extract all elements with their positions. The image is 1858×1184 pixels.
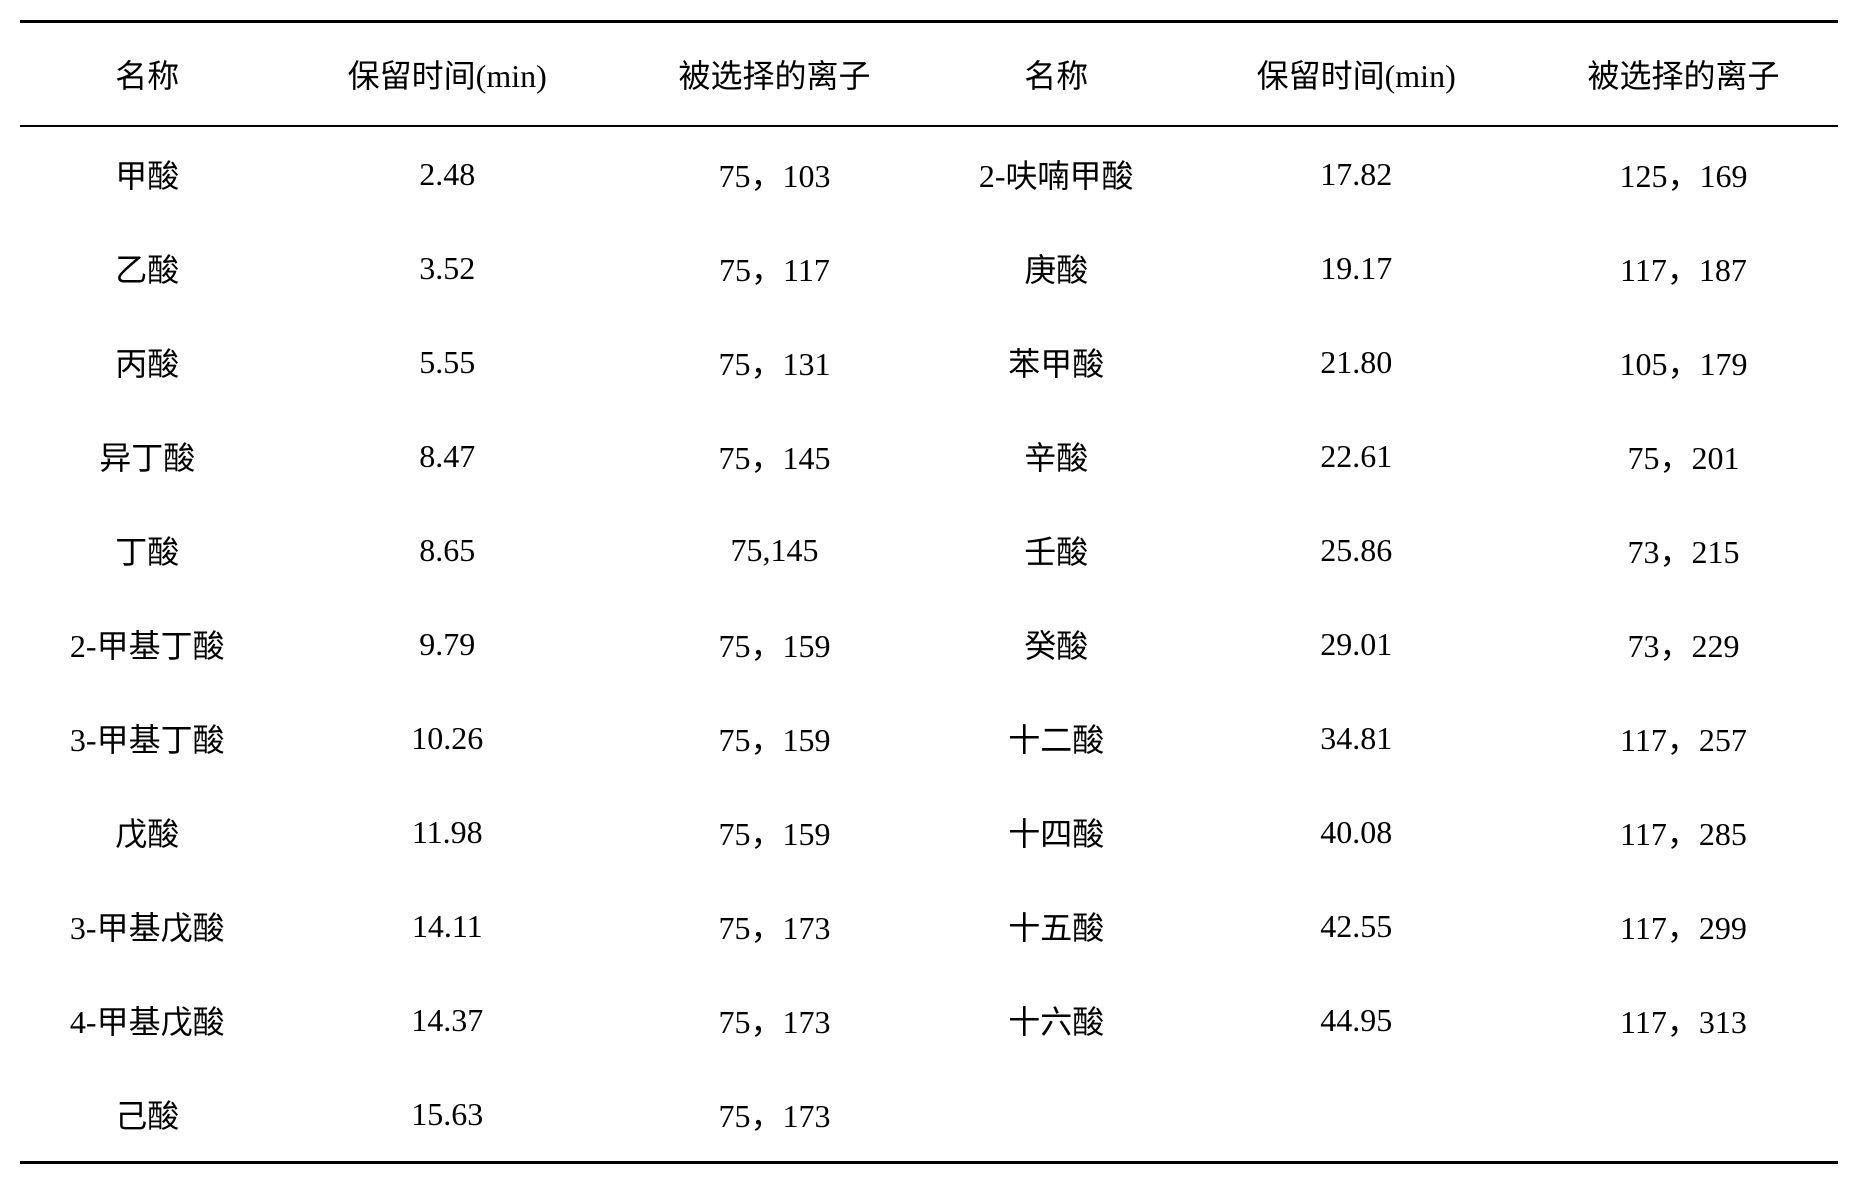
cell-name: 丙酸 [20,315,275,409]
cell-ions: 117，257 [1529,691,1838,785]
cell-name: 己酸 [20,1067,275,1163]
cell-ions: 75，103 [620,126,929,221]
cell-time: 19.17 [1183,221,1528,315]
cell-time: 3.52 [275,221,620,315]
cell-ions: 117，313 [1529,973,1838,1067]
cell-name: 甲酸 [20,126,275,221]
cell-time: 5.55 [275,315,620,409]
cell-time: 8.47 [275,409,620,503]
cell-time: 40.08 [1183,785,1528,879]
cell-time: 42.55 [1183,879,1528,973]
header-time-2: 保留时间(min) [1183,22,1528,127]
cell-time: 8.65 [275,503,620,597]
cell-ions: 75,145 [620,503,929,597]
cell-time: 15.63 [275,1067,620,1163]
table-row: 2-甲基丁酸 9.79 75，159 癸酸 29.01 73，229 [20,597,1838,691]
cell-name: 十四酸 [929,785,1184,879]
cell-ions: 117，299 [1529,879,1838,973]
cell-ions: 73，215 [1529,503,1838,597]
cell-name: 辛酸 [929,409,1184,503]
cell-ions: 117，187 [1529,221,1838,315]
cell-time: 34.81 [1183,691,1528,785]
cell-time: 11.98 [275,785,620,879]
header-name-2: 名称 [929,22,1184,127]
table-row: 4-甲基戊酸 14.37 75，173 十六酸 44.95 117，313 [20,973,1838,1067]
cell-ions: 75，201 [1529,409,1838,503]
table-row: 异丁酸 8.47 75，145 辛酸 22.61 75，201 [20,409,1838,503]
cell-name: 3-甲基丁酸 [20,691,275,785]
cell-time: 29.01 [1183,597,1528,691]
header-ions-2: 被选择的离子 [1529,22,1838,127]
table-row: 3-甲基戊酸 14.11 75，173 十五酸 42.55 117，299 [20,879,1838,973]
cell-ions: 75，173 [620,973,929,1067]
table-row: 乙酸 3.52 75，117 庚酸 19.17 117，187 [20,221,1838,315]
header-ions-1: 被选择的离子 [620,22,929,127]
header-name-1: 名称 [20,22,275,127]
cell-ions: 105，179 [1529,315,1838,409]
cell-time: 25.86 [1183,503,1528,597]
cell-time: 14.37 [275,973,620,1067]
cell-time [1183,1067,1528,1163]
cell-name: 苯甲酸 [929,315,1184,409]
cell-name: 4-甲基戊酸 [20,973,275,1067]
cell-name: 庚酸 [929,221,1184,315]
cell-name: 十六酸 [929,973,1184,1067]
cell-ions: 75，159 [620,691,929,785]
cell-name: 癸酸 [929,597,1184,691]
cell-time: 17.82 [1183,126,1528,221]
cell-name: 十五酸 [929,879,1184,973]
table-row: 己酸 15.63 75，173 [20,1067,1838,1163]
cell-time: 14.11 [275,879,620,973]
acid-retention-table: 名称 保留时间(min) 被选择的离子 名称 保留时间(min) 被选择的离子 … [20,20,1838,1164]
table-header-row: 名称 保留时间(min) 被选择的离子 名称 保留时间(min) 被选择的离子 [20,22,1838,127]
cell-time: 9.79 [275,597,620,691]
cell-ions [1529,1067,1838,1163]
cell-time: 22.61 [1183,409,1528,503]
table-row: 3-甲基丁酸 10.26 75，159 十二酸 34.81 117，257 [20,691,1838,785]
cell-name: 丁酸 [20,503,275,597]
cell-ions: 75，159 [620,785,929,879]
cell-ions: 73，229 [1529,597,1838,691]
cell-ions: 75，173 [620,1067,929,1163]
cell-name [929,1067,1184,1163]
cell-name: 戊酸 [20,785,275,879]
cell-ions: 117，285 [1529,785,1838,879]
cell-time: 44.95 [1183,973,1528,1067]
cell-name: 乙酸 [20,221,275,315]
table-row: 甲酸 2.48 75，103 2-呋喃甲酸 17.82 125，169 [20,126,1838,221]
cell-ions: 75，117 [620,221,929,315]
cell-name: 壬酸 [929,503,1184,597]
table-row: 丙酸 5.55 75，131 苯甲酸 21.80 105，179 [20,315,1838,409]
cell-ions: 75，145 [620,409,929,503]
cell-ions: 125，169 [1529,126,1838,221]
cell-name: 3-甲基戊酸 [20,879,275,973]
cell-name: 2-甲基丁酸 [20,597,275,691]
cell-name: 异丁酸 [20,409,275,503]
cell-time: 2.48 [275,126,620,221]
cell-name: 2-呋喃甲酸 [929,126,1184,221]
table-body: 甲酸 2.48 75，103 2-呋喃甲酸 17.82 125，169 乙酸 3… [20,126,1838,1163]
table-row: 戊酸 11.98 75，159 十四酸 40.08 117，285 [20,785,1838,879]
cell-time: 10.26 [275,691,620,785]
table-row: 丁酸 8.65 75,145 壬酸 25.86 73，215 [20,503,1838,597]
cell-ions: 75，159 [620,597,929,691]
header-time-1: 保留时间(min) [275,22,620,127]
cell-name: 十二酸 [929,691,1184,785]
cell-ions: 75，173 [620,879,929,973]
cell-time: 21.80 [1183,315,1528,409]
cell-ions: 75，131 [620,315,929,409]
